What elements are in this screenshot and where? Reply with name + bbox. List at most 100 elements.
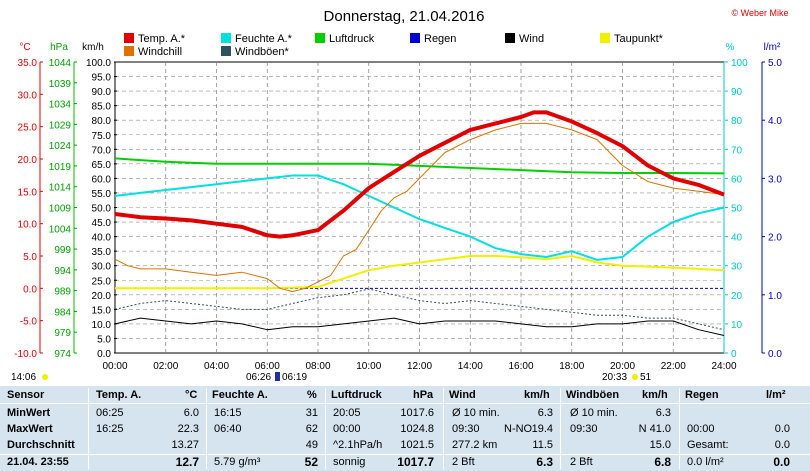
rain-time: 0.0 l/m² [687, 456, 724, 468]
humidity-time: 16:15 [214, 407, 242, 419]
header-gust-unit: km/h [642, 389, 668, 401]
rain-tick: 4.0 [768, 116, 782, 127]
rain-tick: 2.0 [768, 233, 782, 244]
legend-label: Luftdruck [329, 33, 375, 45]
wind-tick: 25.0 [92, 276, 112, 287]
wind-tick: 55.0 [92, 189, 112, 200]
humidity-value: 52 [304, 455, 318, 469]
temp-value: 12.7 [175, 455, 199, 469]
humidity-tick: 0 [731, 349, 737, 360]
humidity-tick: 80 [731, 116, 743, 127]
legend-swatch [315, 33, 325, 43]
wind-tick: 10.0 [92, 320, 112, 331]
legend-label: Taupunkt* [614, 33, 664, 45]
series-luftdruck [114, 157, 725, 175]
wind-tick: 60.0 [92, 174, 112, 185]
pressure-tick: 1014 [49, 183, 72, 194]
temp-tick: 20.0 [18, 155, 38, 166]
x-tick: 20:00 [610, 361, 635, 372]
header-pressure-unit: hPa [413, 389, 434, 401]
humidity-value: 31 [305, 407, 318, 419]
data-series [114, 110, 725, 336]
legend-label: Regen [424, 33, 456, 45]
humidity-tick: 20 [731, 291, 743, 302]
moon-phase-label: 51 [640, 372, 652, 383]
header-rain-unit: l/m² [766, 389, 786, 401]
gust-time: 2 Bft [570, 456, 593, 468]
wind-time: 09:30 [452, 423, 480, 435]
wind-tick: 85.0 [92, 102, 112, 113]
moon-icon [275, 372, 280, 381]
humidity-tick: 50 [731, 204, 743, 215]
temp-tick: 25.0 [18, 123, 38, 134]
row-label: MaxWert [7, 423, 53, 435]
x-tick: 02:00 [153, 361, 178, 372]
legend-swatch [410, 33, 420, 43]
x-tick: 22:00 [661, 361, 686, 372]
statistics-table: Sensor Temp. A. °C Feuchte A. % Luftdruc… [0, 386, 810, 471]
gust-value: N 41.0 [638, 423, 671, 435]
wind-value: 6.3 [536, 455, 553, 469]
gust-value: 6.3 [655, 407, 671, 419]
temp-tick: 5.0 [23, 252, 37, 263]
wind-tick: 0.0 [97, 349, 111, 360]
wind-tick: 65.0 [92, 160, 112, 171]
series-windben [114, 288, 725, 331]
temp-unit-label: °C [19, 42, 30, 53]
rain-unit-label: l/m² [764, 42, 781, 53]
rain-value: 0.0 [774, 423, 790, 435]
pressure-tick: 1009 [49, 204, 72, 215]
pressure-tick: 1024 [49, 141, 72, 152]
header-humidity: Feuchte A. [212, 389, 268, 401]
x-tick: 12:00 [407, 361, 432, 372]
legend-swatch [221, 33, 231, 43]
legend-label: Windböen* [235, 46, 290, 58]
humidity-value: 49 [305, 439, 318, 451]
x-tick: 04:00 [204, 361, 229, 372]
wind-tick: 40.0 [92, 233, 112, 244]
wind-time: 277.2 km [452, 439, 498, 451]
header-pressure: Luftdruck [331, 389, 382, 401]
weather-chart: Donnerstag, 21.04.2016 © Weber Mike Temp… [11, 8, 788, 383]
pressure-tick: 989 [54, 287, 71, 298]
header-temp-unit: °C [185, 389, 198, 401]
wind-tick: 100.0 [86, 58, 111, 69]
pressure-time: sonnig [333, 456, 366, 468]
temp-value: 13.27 [171, 439, 199, 451]
x-tick: 10:00 [356, 361, 381, 372]
pressure-value: 1021.5 [400, 439, 434, 451]
temp-tick: 0.0 [23, 284, 37, 295]
current-time-label: 14:06 [11, 372, 36, 383]
humidity-time: 06:40 [214, 423, 242, 435]
pressure-unit-label: hPa [50, 42, 68, 53]
wind-time: Ø 10 min. [452, 407, 500, 419]
x-tick: 00:00 [102, 361, 127, 372]
series-tempa [114, 110, 725, 239]
legend-swatch [124, 46, 134, 56]
wind-tick: 75.0 [92, 131, 112, 142]
temp-value: 6.0 [183, 407, 199, 419]
x-tick: 06:00 [255, 361, 280, 372]
wind-value: 19.4 [531, 423, 553, 435]
sunrise-label-2: 06:19 [282, 372, 307, 383]
rain-time: Gesamt: [687, 439, 729, 451]
pressure-tick: 1034 [49, 100, 72, 111]
axis-units: °C hPa km/h % l/m² [19, 42, 781, 53]
temp-tick: 15.0 [18, 187, 38, 198]
series-taupunkt [115, 255, 725, 290]
wind-tick: 30.0 [92, 262, 112, 273]
pressure-tick: 974 [54, 349, 71, 360]
humidity-tick: 10 [731, 320, 743, 331]
humidity-tick: 40 [731, 233, 743, 244]
temp-value: 22.3 [177, 423, 199, 435]
legend-label: Feuchte A.* [235, 33, 293, 45]
temp-time: 16:25 [96, 423, 124, 435]
wind-tick: 35.0 [92, 247, 112, 258]
temp-tick: -5.0 [20, 317, 38, 328]
rain-tick: 0.0 [768, 349, 782, 360]
gust-time: Ø 10 min. [570, 407, 618, 419]
header-rain: Regen [685, 389, 719, 401]
wind-tick: 20.0 [92, 291, 112, 302]
header-temp: Temp. A. [96, 389, 142, 401]
rain-tick: 5.0 [768, 58, 782, 69]
